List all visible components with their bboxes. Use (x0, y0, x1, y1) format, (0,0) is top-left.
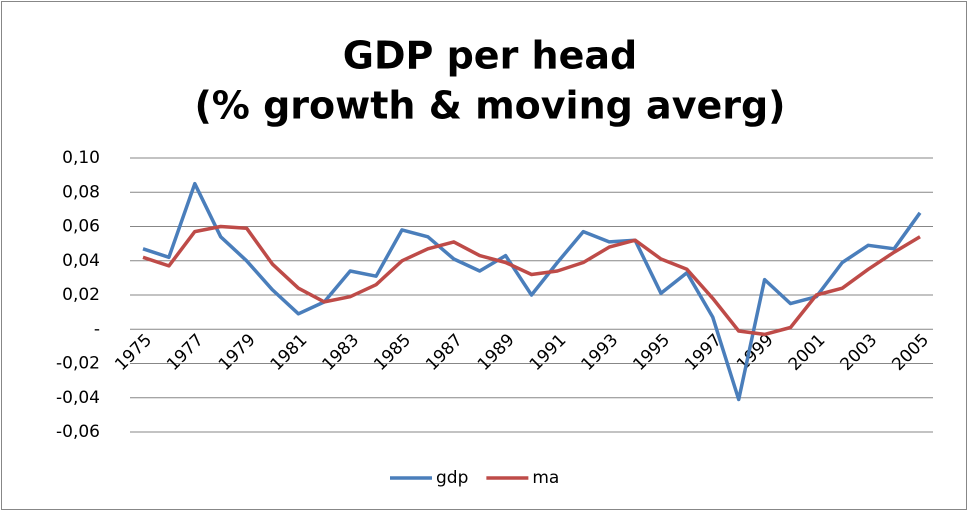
y-tick-label: 0,02 (62, 285, 100, 305)
y-tick-label: -0,06 (56, 422, 100, 442)
series-line (142, 224, 921, 337)
y-tick-label: -0,04 (56, 388, 100, 408)
y-tick-label: 0,04 (62, 251, 100, 271)
y-tick-label: 0,10 (62, 148, 100, 168)
y-tick-label: -0,02 (56, 354, 100, 374)
legend-label: gdp (436, 468, 468, 488)
chart-title: GDP per head (343, 34, 637, 78)
y-tick-label: - (94, 319, 100, 339)
series-line (142, 181, 922, 402)
y-tick-label: 0,08 (62, 182, 100, 202)
chart-subtitle: (% growth & moving averg) (194, 84, 785, 128)
y-tick-label: 0,06 (62, 217, 100, 237)
legend-label: ma (532, 468, 559, 488)
